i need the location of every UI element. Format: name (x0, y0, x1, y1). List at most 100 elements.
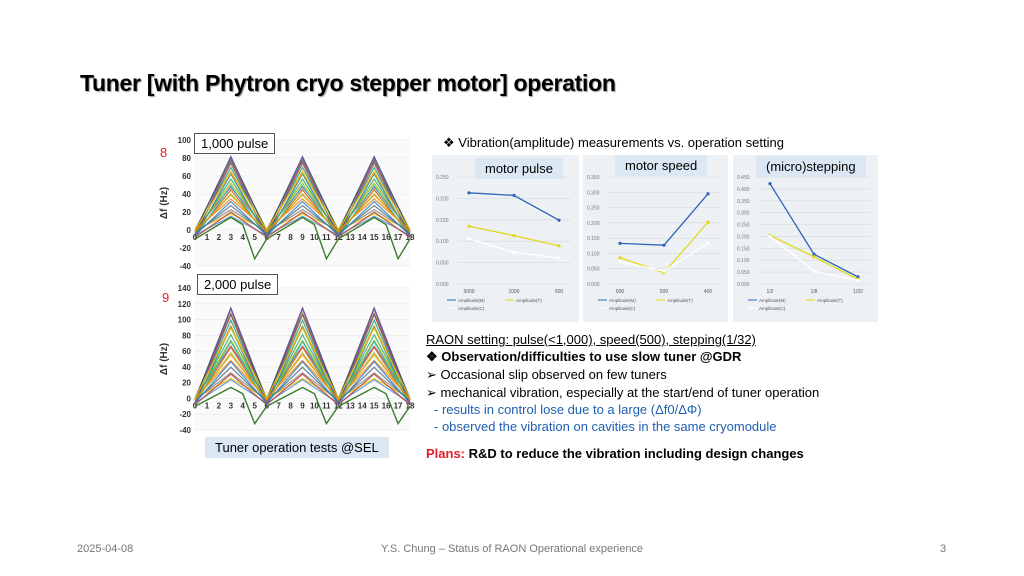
x-tick-label: 13 (346, 401, 355, 410)
x-tick-label: 400 (704, 289, 713, 295)
oscillation-line (194, 213, 411, 231)
legend-label: Amplitude(C) (759, 306, 786, 311)
mech-text: mechanical vibration, especially at the … (440, 385, 820, 400)
vibration-heading-text: Vibration(amplitude) measurements vs. op… (458, 135, 784, 150)
oscillation-line (194, 215, 411, 237)
y-tick-label: 0.050 (587, 267, 600, 273)
x-tick-label: 5 (252, 233, 257, 242)
y-tick-label: 100 (178, 316, 192, 325)
observation-text: Observation/difficulties to use slow tun… (441, 349, 742, 364)
data-point (856, 275, 860, 279)
oscillation-line (194, 170, 411, 233)
y-tick-label: 40 (182, 190, 191, 199)
data-point (618, 256, 622, 260)
oscillation-line (194, 184, 411, 239)
x-tick-label: 5000 (463, 289, 474, 295)
raon-setting: RAON setting: pulse(<1,000), speed(500),… (426, 332, 756, 347)
data-point (512, 234, 516, 238)
x-tick-label: 7 (276, 233, 281, 242)
data-point (662, 243, 666, 247)
arrow-bullet-icon: ➢ (426, 367, 437, 382)
oscillation-line (194, 157, 411, 239)
callout-1000-pulse: 1,000 pulse (194, 133, 276, 154)
y-tick-label: 0.200 (737, 234, 750, 240)
oscillation-line (194, 172, 411, 239)
oscillation-line (194, 211, 411, 238)
oscillation-line (194, 340, 411, 406)
y-tick-label: 0.100 (587, 251, 600, 257)
oscillation-line (194, 360, 411, 405)
oscillation-line (194, 386, 411, 426)
oscillation-line (194, 216, 411, 261)
footer-date: 2025-04-08 (77, 543, 134, 555)
oscillation-line (194, 186, 411, 231)
y-tick-label: 0.300 (587, 190, 600, 196)
plans-text: R&D to reduce the vibration including de… (468, 446, 804, 461)
x-tick-label: 14 (358, 233, 367, 242)
y-tick-label: 0.100 (436, 239, 449, 245)
data-point (512, 193, 516, 198)
oscillation-line (194, 159, 411, 232)
y-tick-label: 60 (182, 347, 191, 356)
arrow-bullet-icon: ➢ (426, 385, 437, 400)
y-axis-label: Δf (Hz) (159, 343, 170, 375)
oscillation-line (194, 198, 411, 231)
oscillation-line (194, 155, 411, 234)
y-tick-label: 0.300 (737, 211, 750, 217)
series-line (468, 238, 560, 259)
oscillation-line (194, 344, 411, 400)
y-tick-label: -40 (179, 426, 191, 435)
data-point (812, 252, 816, 256)
x-tick-label: 1000 (508, 289, 519, 295)
x-tick-label: 1/32 (853, 289, 863, 295)
data-point (662, 269, 666, 273)
legend-label: Amplitude(T) (667, 298, 693, 303)
data-point (856, 278, 860, 283)
y-tick-label: 0.000 (436, 282, 449, 288)
oscillation-line (194, 359, 411, 400)
chart-microstepping: 0.450 0.400 0.350 0.300 0.250 0.200 0.150 0.100… (737, 175, 870, 311)
oscillation-line (194, 373, 411, 406)
y-tick-label: 0.000 (737, 282, 750, 288)
oscillation-line (194, 372, 411, 401)
oscillation-line (194, 378, 411, 404)
x-tick-label: 8 (288, 233, 293, 242)
y-tick-label: 0.350 (587, 175, 600, 181)
x-tick-label: 2 (217, 233, 222, 242)
oscillation-line (194, 333, 411, 403)
data-point (467, 191, 471, 195)
y-tick-label: 40 (182, 363, 191, 372)
oscillation-line (194, 200, 411, 237)
data-point (812, 269, 816, 273)
y-tick-label: 0.000 (587, 282, 600, 288)
x-tick-label: 2 (217, 401, 222, 410)
data-point (768, 234, 772, 239)
footer-page: 3 (940, 543, 947, 555)
mech-line: ➢ mechanical vibration, especially at th… (426, 385, 819, 401)
diamond-bullet-icon: ❖ (426, 349, 438, 364)
chart-panel-motor-speed: 0.350 0.300 0.250 0.200 0.150 0.100 0.050 0.000… (583, 155, 728, 322)
data-point (706, 220, 710, 224)
oscillation-line (194, 192, 411, 235)
data-point (512, 250, 516, 254)
y-tick-label: 80 (182, 331, 191, 340)
y-tick-label: 0.400 (737, 187, 750, 193)
oscillation-line (194, 209, 411, 233)
y-tick-label: -40 (179, 262, 191, 271)
x-tick-label: 16 (382, 233, 391, 242)
x-tick-label: 10 (310, 401, 319, 410)
x-tick-label: 9 (300, 401, 305, 410)
y-tick-label: 0.150 (436, 218, 449, 224)
data-point (768, 182, 772, 186)
x-tick-label: 1 (205, 401, 210, 410)
oscillation-line (194, 194, 411, 233)
oscillation-line (194, 178, 411, 235)
legend-label: Amplitude(C) (458, 306, 485, 311)
x-tick-label: 18 (406, 233, 415, 242)
chart-panel-microstepping: 0.450 0.400 0.350 0.300 0.250 0.200 0.150 0.100… (733, 155, 878, 322)
y-tick-label: 0.100 (737, 258, 750, 264)
oscillation-line (194, 161, 411, 237)
x-tick-label: 15 (370, 233, 379, 242)
y-tick-label: 0 (187, 226, 192, 235)
legend-label: Amplitude(T) (516, 298, 542, 303)
